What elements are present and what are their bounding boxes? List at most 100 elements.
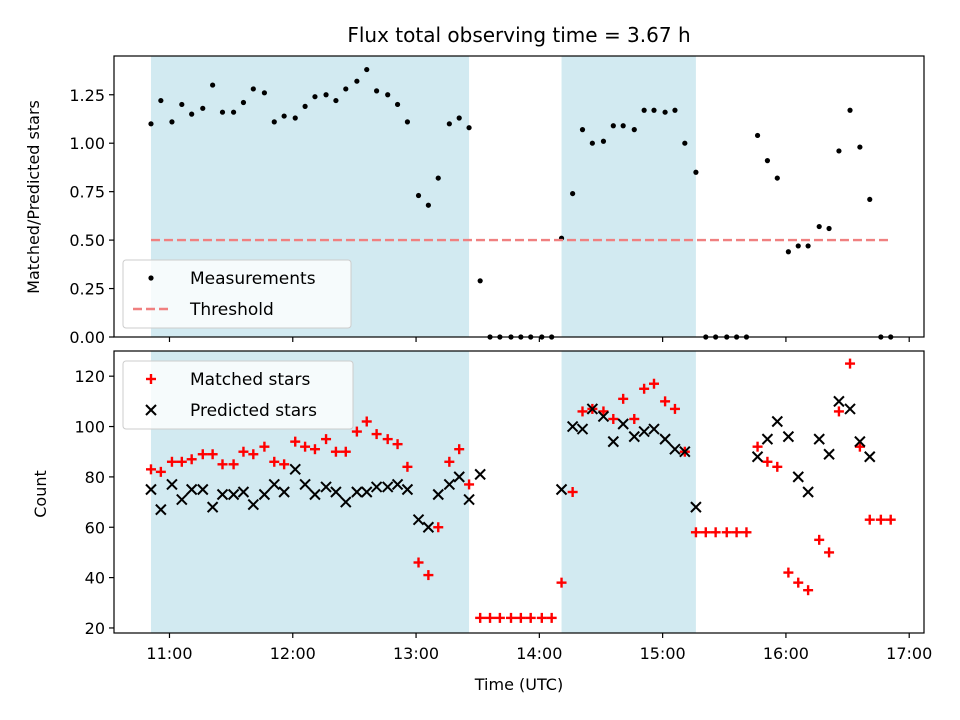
data-point (381, 481, 394, 493)
data-point (309, 444, 320, 455)
data-point (864, 451, 876, 463)
data-point (371, 429, 382, 440)
data-point (392, 439, 403, 450)
data-point (833, 395, 845, 408)
data-point (412, 513, 425, 526)
data-point (833, 406, 844, 417)
data-point (813, 433, 825, 445)
data-point (435, 175, 441, 181)
data-point (525, 612, 536, 623)
data-point (826, 225, 832, 232)
data-point (867, 196, 873, 203)
data-point (597, 410, 610, 423)
data-point (754, 132, 761, 139)
data-point (638, 425, 650, 438)
data-point (477, 278, 483, 284)
bottom-y-axis-label: Count (31, 470, 50, 518)
data-point (258, 488, 271, 501)
data-point (166, 456, 177, 467)
observing-span-1 (561, 56, 696, 337)
data-point (290, 436, 301, 447)
data-point (343, 86, 349, 92)
data-point (803, 585, 814, 596)
chart-title: Flux total observing time = 3.67 h (347, 23, 690, 47)
data-point (761, 433, 774, 445)
y-tick-label: 80 (85, 468, 105, 487)
x-tick-label: 17:00 (886, 644, 932, 663)
data-point (600, 138, 607, 144)
data-point (771, 415, 783, 428)
x-tick-label: 14:00 (516, 644, 562, 663)
data-point (197, 449, 208, 460)
data-point (289, 463, 301, 476)
data-point (567, 487, 578, 497)
data-point (176, 493, 188, 506)
data-point (608, 413, 619, 424)
data-point (446, 121, 452, 127)
y-tick-label: 0.75 (69, 183, 105, 202)
data-point (271, 119, 277, 125)
data-point (404, 119, 411, 125)
legend: Measurements Threshold (122, 259, 352, 329)
data-point (885, 514, 896, 525)
data-point (176, 456, 187, 467)
data-point (751, 451, 764, 463)
y-tick-label: 0.25 (69, 280, 105, 299)
data-point (845, 358, 856, 369)
top-y-axis-label: Matched/Predicted stars (24, 100, 43, 294)
data-point (382, 434, 393, 445)
y-tick-label: 0.00 (69, 328, 105, 347)
data-point (230, 109, 237, 115)
data-point (854, 441, 865, 452)
data-point (875, 514, 886, 525)
data-point (620, 123, 626, 129)
data-point (690, 501, 702, 513)
x-tick-label: 13:00 (393, 644, 439, 663)
data-point (823, 448, 835, 460)
x-tick-label: 15:00 (640, 644, 686, 663)
data-point (456, 115, 462, 121)
data-point (693, 169, 699, 175)
data-point (299, 478, 311, 491)
data-point (423, 570, 434, 581)
data-point (792, 471, 804, 483)
y-tick-label: 1.25 (69, 86, 105, 105)
data-point (607, 435, 620, 448)
y-tick-label: 100 (74, 418, 105, 437)
y-tick-label: 20 (85, 619, 105, 638)
data-point (793, 577, 804, 588)
data-point (217, 459, 228, 470)
data-point (672, 107, 678, 113)
data-point (158, 97, 164, 104)
data-point (586, 403, 599, 415)
data-point (302, 103, 308, 109)
y-tick-label: 1.00 (69, 134, 105, 153)
data-point (422, 521, 435, 533)
data-point (261, 90, 268, 96)
data-point (660, 396, 671, 407)
data-point (278, 486, 290, 498)
legend-label: Matched stars (190, 370, 310, 390)
data-point (219, 109, 226, 115)
data-point (385, 92, 391, 98)
data-point (210, 82, 216, 88)
legend-label: Predicted stars (190, 401, 317, 421)
data-point (639, 383, 650, 394)
data-point (721, 527, 732, 538)
data-point (474, 468, 486, 481)
data-point (155, 503, 167, 516)
data-point (617, 418, 629, 430)
legend-label: Threshold (189, 300, 274, 320)
data-point (555, 483, 568, 496)
data-point (237, 486, 250, 498)
data-point (279, 459, 290, 470)
data-point (364, 66, 370, 73)
data-point (494, 612, 505, 623)
data-point (166, 478, 178, 491)
data-point (391, 478, 404, 491)
data-point (361, 486, 373, 498)
data-point (515, 612, 526, 623)
data-point (425, 202, 431, 208)
data-point (433, 522, 444, 533)
